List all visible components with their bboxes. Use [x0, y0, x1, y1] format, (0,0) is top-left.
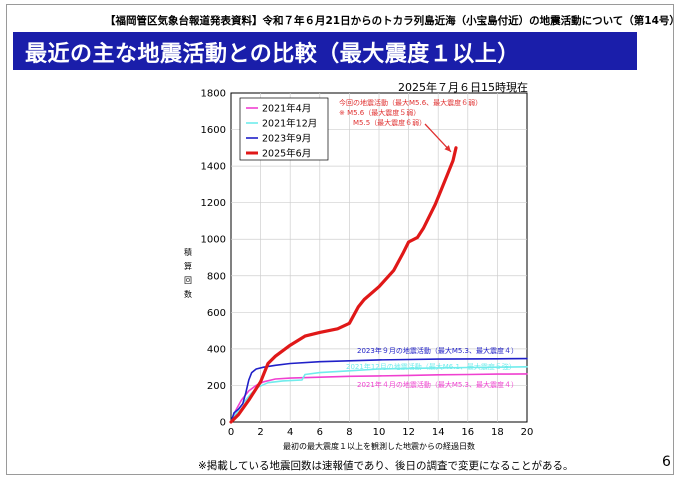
timestamp: 2025年７月６日15時現在 — [398, 81, 528, 94]
annotation-arrowhead — [444, 145, 451, 152]
x-tick-label: 0 — [228, 427, 234, 438]
x-tick-label: 10 — [373, 427, 386, 438]
x-tick-label: 18 — [491, 427, 504, 438]
page-number: 6 — [662, 454, 671, 470]
y-tick-label: 800 — [207, 271, 226, 282]
series-line — [230, 357, 528, 423]
y-tick-label: 1600 — [201, 125, 226, 136]
y-axis-label: 算 — [184, 261, 192, 271]
annotation-current: 今回の地震活動（最大M5.6、最大震度６弱） — [339, 98, 482, 107]
legend-label: 2023年9月 — [262, 133, 311, 145]
x-tick-label: 6 — [317, 427, 323, 438]
annotation-m55: M5.5（最大震度６弱） — [353, 118, 426, 127]
annotation-2021-12: 2021年12月の地震活動（最大M6.1、最大震度５強） — [346, 362, 516, 371]
y-axis-label: 回 — [184, 276, 192, 285]
y-tick-label: 200 — [207, 381, 226, 392]
y-tick-label: 1200 — [201, 198, 226, 209]
x-tick-label: 4 — [287, 427, 293, 438]
y-tick-label: 1000 — [201, 235, 226, 246]
legend-label: 2021年4月 — [262, 103, 311, 115]
page-title: 最近の主な地震活動との比較（最大震度１以上） — [25, 42, 520, 67]
y-tick-label: 1800 — [201, 89, 226, 100]
annotation-arrow — [424, 123, 452, 153]
series-line — [230, 366, 528, 423]
x-tick-label: 12 — [402, 427, 415, 438]
y-tick-label: 0 — [220, 418, 226, 429]
legend-label: 2025年6月 — [262, 148, 311, 160]
y-tick-label: 400 — [207, 344, 226, 355]
y-tick-label: 600 — [207, 308, 226, 319]
x-tick-label: 8 — [346, 427, 352, 438]
y-axis-label: 数 — [184, 289, 192, 299]
series-line — [229, 146, 458, 424]
x-tick-label: 2 — [257, 427, 263, 438]
footnote: ※掲載している地震回数は速報値であり、後日の調査で変更になることがある。 — [198, 460, 574, 472]
x-tick-label: 16 — [461, 427, 474, 438]
x-tick-label: 20 — [521, 427, 534, 438]
press-release-header: 【福岡管区気象台報道発表資料】令和７年６月21日からのトカラ列島近海（小宝島付近… — [105, 15, 680, 27]
x-axis-label: 最初の最大震度１以上を観測した地震からの経過日数 — [283, 441, 475, 451]
y-tick-label: 1400 — [201, 162, 226, 173]
annotation-2023-09: 2023年９月の地震活動（最大M5.3、最大震度４） — [357, 346, 518, 355]
annotation-2021-04: 2021年４月の地震活動（最大M5.3、最大震度４） — [357, 380, 518, 389]
x-tick-label: 14 — [432, 427, 445, 438]
y-axis-label: 積 — [184, 247, 192, 257]
legend-label: 2021年12月 — [262, 118, 317, 130]
title-bar: 最近の主な地震活動との比較（最大震度１以上） — [13, 32, 637, 70]
annotation-m56: ※ M5.6（最大震度５弱） — [339, 108, 420, 117]
